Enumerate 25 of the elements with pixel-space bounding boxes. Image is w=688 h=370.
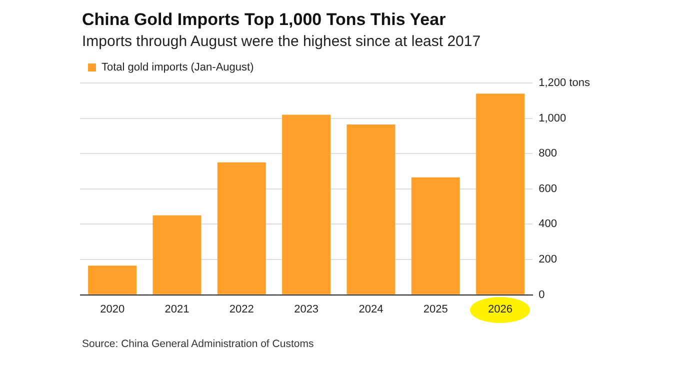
bar xyxy=(476,94,525,294)
bar xyxy=(88,266,137,294)
y-tick-label: 400 xyxy=(538,218,557,230)
x-tick-label: 2026 xyxy=(488,303,513,316)
x-tick-label: 2025 xyxy=(423,303,448,316)
y-tick-label: 200 xyxy=(538,254,557,266)
bar xyxy=(411,177,460,294)
y-tick-label: 1,200 tons xyxy=(538,77,590,90)
x-tick-label: 2023 xyxy=(294,303,319,316)
bar xyxy=(152,215,202,294)
legend-label: Total gold imports (Jan-August) xyxy=(102,62,254,74)
bar xyxy=(217,162,266,294)
y-tick-label: 0 xyxy=(538,288,545,301)
y-tick-label: 1,000 xyxy=(538,112,566,124)
x-tick-label: 2024 xyxy=(358,303,384,316)
bar xyxy=(282,114,331,294)
x-tick-label: 2022 xyxy=(229,303,254,316)
source-note: Source: China General Administration of Customs xyxy=(82,338,314,350)
bar xyxy=(346,124,396,294)
x-tick-label: 2020 xyxy=(100,303,125,316)
y-tick-label: 600 xyxy=(538,182,557,195)
x-tick-label: 2021 xyxy=(164,303,190,316)
chart-subtitle: Imports through August were the highest since at least 2017 xyxy=(82,33,481,50)
y-tick-label: 800 xyxy=(538,148,557,160)
chart-title: China Gold Imports Top 1,000 Tons This Year xyxy=(82,10,446,30)
